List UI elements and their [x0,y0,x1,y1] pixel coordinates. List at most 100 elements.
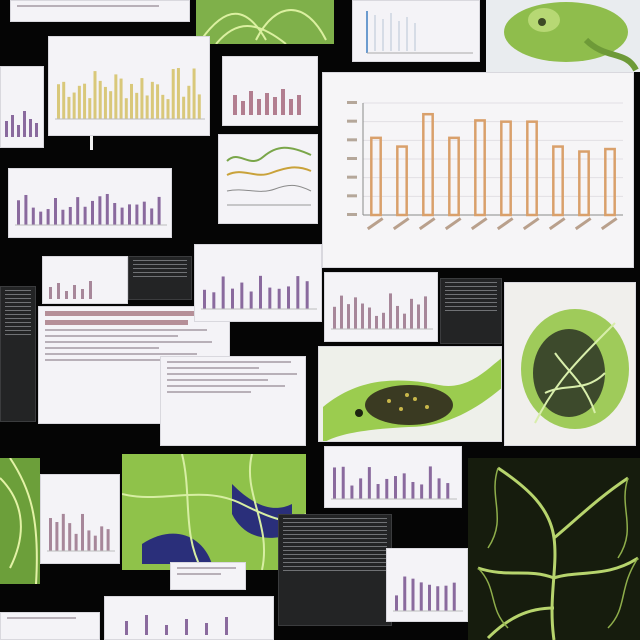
thumb-bar [368,307,371,329]
thumb-bar [436,586,440,611]
thumb-bar [54,198,57,225]
thumb-bar [396,305,399,329]
leaf-specimen-card [504,282,636,446]
thumb-bar [428,584,431,611]
thumb-bar [83,83,87,119]
lower-text-card [160,356,306,446]
thumb-bar [135,204,139,225]
bottom-left-card [0,612,100,640]
bar [370,136,382,217]
thumb-bar [212,292,216,309]
thumb-bar [367,467,371,499]
thumb-bar [240,282,244,309]
left-small-bars [0,66,44,148]
thumb-bar [359,478,363,499]
thumb-bar [268,287,272,309]
bar [500,120,512,217]
leaf-texture-icon [196,0,334,44]
thumb-bar [403,313,406,329]
thumb-bar [109,91,113,119]
bar [604,147,616,217]
card-pin [90,136,93,150]
thumb-bar [114,74,118,119]
line-plot-card [218,134,318,224]
thumb-bar [124,98,128,119]
thumb-bar [354,297,357,329]
thumb-bar [55,522,59,551]
thumb-bar [171,69,175,119]
terminal-card-bottom [278,514,392,626]
thumb-bar [420,484,424,499]
thumb-bar [81,513,84,551]
thumb-bar [98,80,102,119]
leaf-specimen-icon [521,309,629,429]
thumb-bar [411,481,415,499]
y-tick-label [347,101,357,104]
thumb-bar [382,312,385,329]
thumb-bar [145,95,149,119]
thumb-bar [249,291,253,309]
thumb-bar [57,84,60,119]
bar [526,120,538,217]
y-tick-label [347,194,357,198]
thumb-bar [157,196,161,225]
frog-photo [486,0,640,72]
thumb-bar [156,84,160,119]
thumb-bar [103,86,107,119]
wide-purple-chart [194,244,322,322]
bar [552,145,564,217]
x-tick-label [548,217,566,231]
thumb-bar [333,467,336,499]
thumb-bar [100,526,104,551]
bar [396,145,408,217]
thumb-bar [31,207,35,225]
dark-strip-card [128,256,192,300]
vein-network-icon [468,458,640,640]
thumb-bar [17,200,20,225]
y-tick-label [347,157,357,160]
x-tick-label [418,217,436,231]
thumb-bar [72,92,76,119]
thumb-bar [120,207,124,225]
salamander-photo [318,346,502,442]
small-card-a [42,256,128,304]
thumb-bar [140,78,144,119]
thumb-bar [192,68,196,119]
thumb-bar [77,85,81,119]
frog-icon [486,0,640,72]
thumb-bar [128,204,131,225]
y-tick-label [347,175,357,179]
thumb-bar [394,476,397,499]
top-line-chart-card [352,0,480,62]
thumb-bar [93,71,97,119]
plant-photo-top [196,0,334,44]
thumb-bar [296,276,300,309]
thumb-bar [410,298,413,329]
thumb-bar [150,81,154,119]
thumb-bar [142,201,146,225]
gold-bars [55,68,205,120]
bar [448,136,460,217]
x-tick-label [496,217,514,231]
thumb-bar [24,194,28,225]
thumb-bar [419,582,423,611]
thumb-bar [68,206,72,225]
thumb-bar [161,94,165,119]
thumb-bar [197,94,201,119]
mauve-chart-lower [324,446,462,508]
thumb-bar [411,578,415,611]
thumb-bar [395,595,398,611]
thumb-bar [74,533,78,551]
thumb-bar [76,197,80,225]
x-tick-label [600,217,618,231]
thumb-bar [67,96,71,119]
bottom-strip-card [104,596,274,640]
thumb-bar [428,466,432,499]
thumb-bar [341,466,345,499]
thumb-bar [93,535,97,551]
y-tick-label [347,119,357,123]
thumb-bar [150,208,154,225]
top-left-paper [10,0,190,22]
thumb-bar [403,576,407,611]
thumb-bar [385,478,389,499]
